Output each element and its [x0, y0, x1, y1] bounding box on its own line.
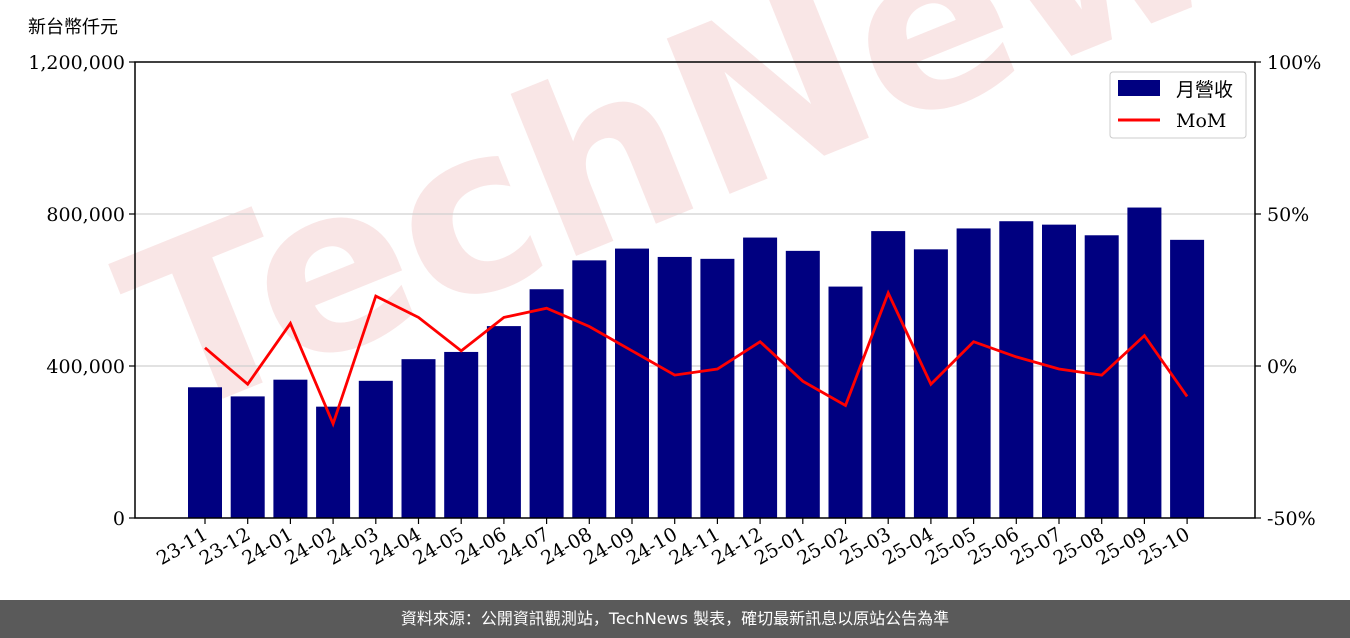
plot-frame: [134, 61, 1256, 519]
mom-line-path: [204, 289, 1189, 428]
revenue-bar: [1127, 207, 1162, 519]
revenue-bar: [956, 228, 991, 518]
y-right-tick-label: 50%: [1267, 204, 1309, 226]
mom-line: [204, 289, 1189, 428]
revenue-bar: [999, 221, 1034, 518]
y-left-tick-label: 0: [113, 508, 125, 530]
y-left-tick-label: 1,200,000: [28, 52, 125, 74]
revenue-bar: [444, 351, 479, 518]
revenue-bar: [230, 396, 265, 518]
revenue-bar: [615, 248, 649, 518]
legend: 月營收 MoM: [1109, 71, 1247, 139]
revenue-bar: [188, 387, 222, 518]
revenue-bar: [529, 289, 564, 518]
y-unit-label: 新台幣仟元: [28, 17, 118, 38]
revenue-bar: [1084, 235, 1119, 518]
revenue-bar: [743, 237, 778, 518]
legend-line-label: MoM: [1176, 110, 1226, 132]
y-right-tick-label: 0%: [1267, 356, 1297, 378]
y-right-tick-label: 100%: [1267, 52, 1321, 74]
revenue-bar: [572, 260, 607, 518]
y-right-tick-label: -50%: [1267, 508, 1316, 530]
revenue-bar: [700, 258, 735, 518]
revenue-bar: [657, 256, 692, 518]
revenue-bar: [358, 380, 393, 518]
legend-bar-swatch: [1118, 80, 1160, 96]
revenue-bar: [871, 231, 906, 518]
legend-bar-label: 月營收: [1176, 79, 1233, 101]
footer-source-note: 資料來源：公開資訊觀測站，TechNews 製表，確切最新訊息以原站公告為準: [0, 600, 1350, 638]
revenue-bar: [401, 359, 436, 518]
revenue-bar: [273, 379, 308, 518]
y-left-tick-label: 400,000: [46, 356, 125, 378]
revenue-bar: [486, 326, 521, 518]
revenue-bar: [785, 250, 820, 519]
chart: TechNews 0400,000800,0001,200,000-50%0%5…: [28, 0, 1350, 570]
y-left-tick-label: 800,000: [46, 204, 125, 226]
